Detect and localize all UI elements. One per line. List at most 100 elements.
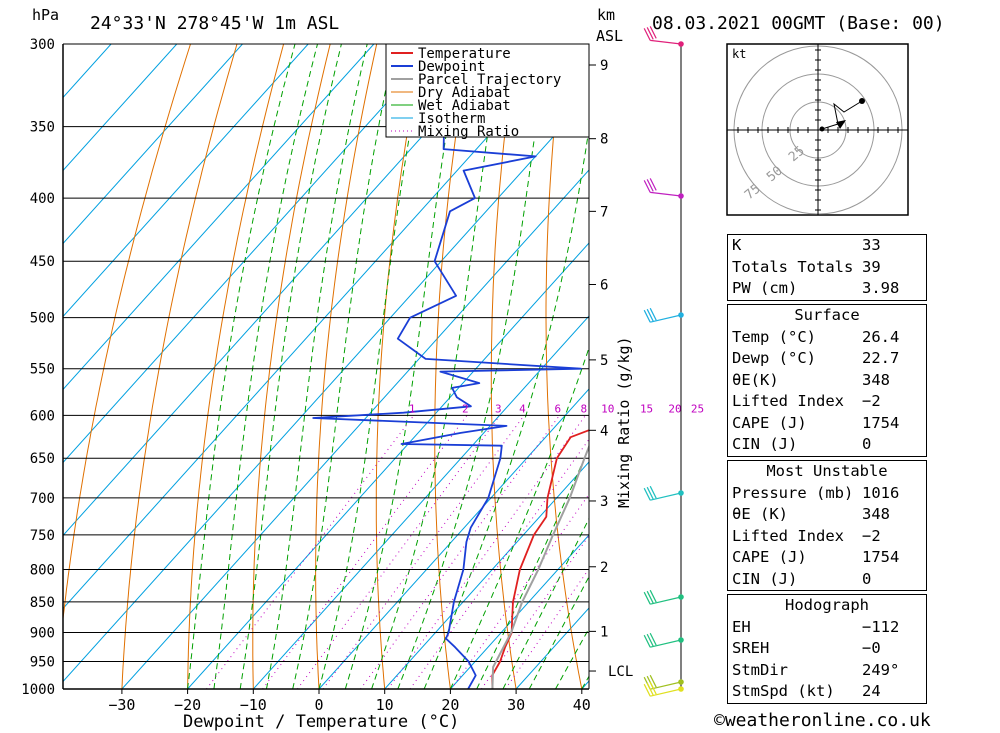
wet-adiabat-line <box>213 44 318 689</box>
axes: 1 2 3 4 6 8 10 15 20 25−30 −20 −10 0 10 20 30 40 <box>62 44 704 714</box>
most-unstable-row: Pressure (mb) 1016 <box>732 483 900 502</box>
mixing-ratio-label: 10 <box>601 402 614 415</box>
wind-barb-feather <box>649 307 657 321</box>
height-tick-label: 6 <box>600 278 608 294</box>
wind-barb-feather <box>649 26 657 39</box>
surface-row: CIN (J) 0 <box>732 435 872 453</box>
wind-barb-feather <box>643 683 651 697</box>
legend-dry-adiabat: Dry Adiabat <box>418 85 511 101</box>
surface-row: Temp (°C) 26.4 <box>732 327 900 346</box>
mixing-ratio-line <box>360 415 560 689</box>
index-row: Totals Totals 39 <box>732 257 881 276</box>
isotherm-line <box>384 461 589 689</box>
wet-adiabat-line <box>528 575 589 689</box>
hodograph-stats-row: StmSpd (kt) 24 <box>732 682 881 700</box>
wet-adiabat-line <box>502 517 589 689</box>
location-title: 24°33'N 278°45'W 1m ASL <box>90 13 339 34</box>
wind-barb-feather <box>646 633 654 647</box>
isotherm-line <box>63 44 440 464</box>
datetime-title: 08.03.2021 00GMT (Base: 00) <box>652 13 945 34</box>
surface-table: Surface Temp (°C) 26.4 Dewp (°C) 22.7 θE(K… <box>727 304 927 457</box>
dry-adiabat-line <box>982 44 1000 689</box>
pressure-label: 500 <box>30 311 55 327</box>
mixing-ratio-label: 25 <box>691 402 704 415</box>
hodograph-stats-title: Hodograph <box>785 596 869 614</box>
pressure-label: 300 <box>30 37 55 53</box>
index-row: K 33 <box>732 236 881 254</box>
mixing-ratio-label: 3 <box>495 402 502 415</box>
surface-row: CAPE (J) 1754 <box>732 413 900 432</box>
isotherm-line <box>63 44 112 99</box>
height-tick-label: 1 <box>600 624 608 640</box>
hodograph: kt 25 50 75 <box>726 43 909 216</box>
surface-row: Lifted Index −2 <box>732 392 881 410</box>
height-axis: 9 8 7 6 5 4 3 2 1 LCL <box>589 58 633 680</box>
legend-parcel: Parcel Trajectory <box>418 72 561 88</box>
wind-barb-feather <box>649 589 657 603</box>
wind-barb-feather <box>646 308 654 322</box>
wind-barb-feather <box>649 674 657 688</box>
legend-dewpoint: Dewpoint <box>418 59 485 75</box>
legend-mixing-ratio: Mixing Ratio <box>418 124 519 140</box>
mixing-ratio-line <box>450 493 589 689</box>
mixing-ratio-axis-title: Mixing Ratio (g/kg) <box>615 336 633 508</box>
legend-wet-adiabat: Wet Adiabat <box>418 98 511 114</box>
dewpoint-line <box>312 44 582 689</box>
legend-isotherm: Isotherm <box>418 111 485 127</box>
mixing-ratio-line <box>262 415 468 689</box>
isotherm-line <box>63 44 178 172</box>
x-tick-label: −20 <box>174 696 201 714</box>
pressure-label: 350 <box>30 120 55 136</box>
x-tick-label: 30 <box>507 696 525 714</box>
hodograph-stats-row: StmDir 249° <box>732 660 900 679</box>
height-tick-label: 5 <box>600 353 608 369</box>
isotherm-line <box>63 44 375 391</box>
pressure-label: 1000 <box>21 682 55 698</box>
pressure-label: 900 <box>30 626 55 642</box>
surface-row: Dewp (°C) 22.7 <box>732 349 900 367</box>
wind-barb <box>650 681 682 690</box>
isotherm-line <box>63 44 309 318</box>
wind-barb-feather <box>649 178 657 191</box>
x-tick-label: 20 <box>441 696 459 714</box>
hodograph-stats-row: SREH −0 <box>732 639 881 657</box>
height-tick-label: 7 <box>600 204 608 220</box>
dry-adiabat-line <box>650 44 713 689</box>
isotherm-line <box>63 44 243 245</box>
dry-adiabat-line <box>252 44 331 689</box>
mixing-ratio-line <box>481 534 589 689</box>
wind-barb-feather <box>643 591 651 605</box>
wind-barb-feather <box>643 28 651 41</box>
copyright-footer: ©weatheronline.co.uk <box>714 710 931 731</box>
pressure-unit-label: hPa <box>32 6 59 24</box>
legend: Temperature Dewpoint Parcel Trajectory D… <box>385 43 590 140</box>
hodograph-stats-row: EH −112 <box>732 617 900 636</box>
most-unstable-table: Most Unstable Pressure (mb) 1016 θE (K) 34… <box>727 460 927 591</box>
height-tick-label: 8 <box>600 132 608 148</box>
height-tick-label: 3 <box>600 494 608 510</box>
x-tick-label: −30 <box>108 696 135 714</box>
wet-adiabat-line <box>371 44 503 689</box>
most-unstable-row: Lifted Index −2 <box>732 526 881 545</box>
parcel-trajectory-line <box>491 444 589 689</box>
mixing-ratio-line <box>409 438 589 689</box>
hodograph-trace <box>821 100 863 130</box>
mixing-ratio-label: 4 <box>519 402 526 415</box>
x-tick-label: 10 <box>376 696 394 714</box>
most-unstable-row: θE (K) 348 <box>732 505 890 523</box>
mixing-ratio-label: 20 <box>668 402 681 415</box>
pressure-label: 450 <box>30 254 55 270</box>
temperature-line <box>491 429 589 689</box>
most-unstable-row: CAPE (J) 1754 <box>732 548 900 566</box>
pressure-label: 800 <box>30 562 55 578</box>
dry-adiabat-line <box>935 44 1000 689</box>
wind-barb <box>650 39 682 45</box>
mixing-ratio-line <box>504 568 589 689</box>
isotherm-line <box>318 388 589 689</box>
most-unstable-title: Most Unstable <box>766 462 888 480</box>
wind-barb-feather <box>643 180 651 193</box>
surface-row: θE(K) 348 <box>732 370 890 389</box>
hodograph-unit: kt <box>732 47 746 61</box>
pressure-label: 600 <box>30 408 55 424</box>
wind-barb-feather <box>649 632 657 646</box>
